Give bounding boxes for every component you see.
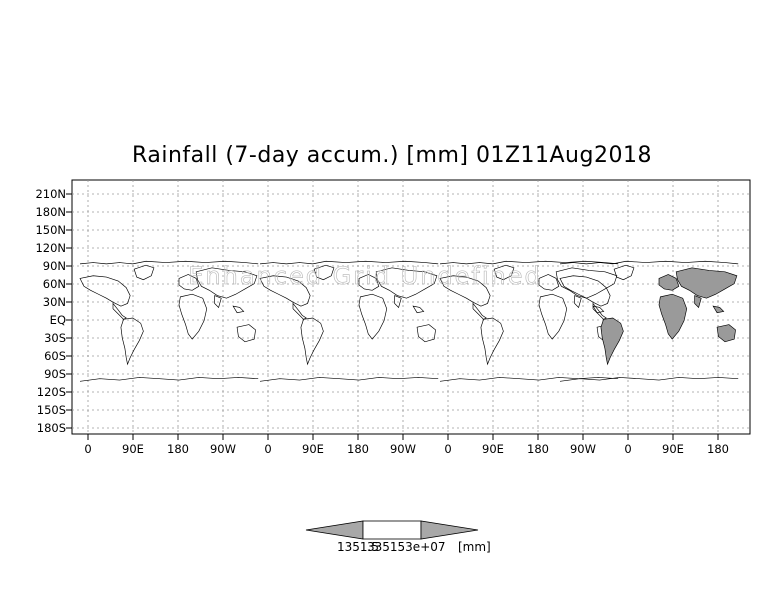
y-tick-marks — [66, 193, 72, 429]
y-tick-label: 90S — [44, 367, 66, 381]
y-tick-label: 30N — [42, 295, 66, 309]
x-tick-marks — [87, 434, 719, 440]
x-tick-label: 90W — [389, 442, 416, 456]
y-tick-label: 180N — [35, 205, 66, 219]
x-tick-label: 0 — [84, 442, 92, 456]
y-tick-label: 150S — [36, 403, 66, 417]
y-tick-label: 150N — [35, 223, 66, 237]
y-tick-label: 60N — [42, 277, 66, 291]
y-tick-label: 60S — [44, 349, 66, 363]
y-tick-label: EQ — [49, 313, 66, 327]
map-title: Rainfall (7-day accum.) [mm] 01Z11Aug201… — [132, 143, 652, 168]
colorbar — [305, 520, 479, 540]
y-tick-label: 210N — [35, 187, 66, 201]
plot-frame — [71, 179, 751, 435]
x-tick-label: 180 — [347, 442, 369, 456]
x-tick-label: 180 — [167, 442, 189, 456]
map-watermark: Enhanced Grid Undefined — [188, 262, 541, 290]
x-tick-label: 90E — [482, 442, 504, 456]
x-tick-label: 0 — [264, 442, 272, 456]
colorbar-overlap-label: 335153e+07 — [367, 540, 446, 554]
x-tick-label: 0 — [624, 442, 632, 456]
colorbar-box — [362, 520, 422, 540]
x-tick-label: 180 — [707, 442, 729, 456]
colorbar-left-triangle — [305, 520, 364, 540]
x-tick-label: 90E — [302, 442, 324, 456]
x-tick-label: 90W — [209, 442, 236, 456]
world-map-copy-4-rain — [559, 260, 739, 382]
y-tick-label: 180S — [36, 421, 66, 435]
colorbar-right-triangle — [420, 520, 479, 540]
x-tick-label: 180 — [527, 442, 549, 456]
x-tick-label: 90E — [122, 442, 144, 456]
y-tick-label: 90N — [42, 259, 66, 273]
x-tick-label: 90E — [662, 442, 684, 456]
colorbar-unit-label: [mm] — [458, 540, 491, 554]
x-tick-label: 90W — [569, 442, 596, 456]
y-tick-label: 120N — [35, 241, 66, 255]
y-tick-label: 30S — [44, 331, 66, 345]
colorbar-value-label: 1351.5 — [337, 540, 379, 554]
y-tick-label: 120S — [36, 385, 66, 399]
x-tick-label: 0 — [444, 442, 452, 456]
